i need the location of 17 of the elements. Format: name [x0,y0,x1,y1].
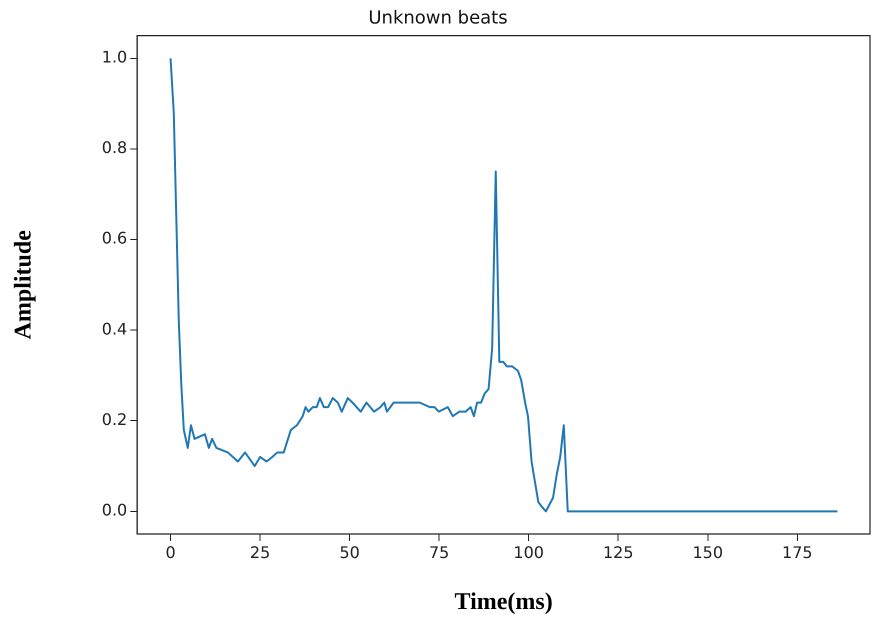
x-tick-label: 25 [250,542,270,562]
x-tick-label: 50 [339,542,360,562]
x-tick-label: 0 [165,542,176,562]
x-tick-label: 100 [513,542,544,562]
x-tick-label: 175 [782,542,813,562]
y-tick-label: 1.0 [102,47,128,66]
y-tick-label: 0.0 [102,500,128,520]
x-tick-label: 150 [692,542,724,562]
x-axis-title: Time(ms) [454,588,553,615]
x-tick-label: 125 [602,542,634,562]
y-tick-label: 0.4 [102,319,128,338]
y-tick-label: 0.8 [102,138,128,158]
y-tick-label: 0.6 [102,228,128,248]
y-tick-label: 0.2 [102,410,128,429]
x-tick-label: 75 [428,542,450,562]
y-axis-title: Amplitude [10,230,37,340]
chart-title: Unknown beats [368,7,508,28]
